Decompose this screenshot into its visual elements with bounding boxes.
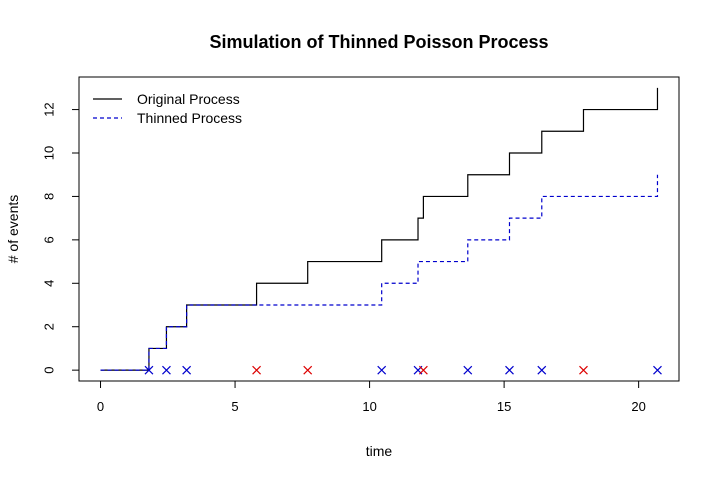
x-axis: 0 5 10 15 20 (97, 380, 646, 414)
event-marker (377, 365, 387, 375)
legend-label-1: Original Process (137, 91, 240, 107)
x-axis-label: time (366, 443, 393, 459)
event-marker (653, 365, 662, 375)
y-tick-label: 12 (42, 102, 57, 116)
event-marker (463, 365, 473, 375)
y-axis-label: # of events (5, 195, 21, 264)
event-marker (252, 365, 262, 375)
event-marker (579, 365, 588, 375)
event-marker (537, 365, 547, 375)
x-tick-label: 5 (231, 399, 238, 414)
y-axis: 0 2 4 6 8 10 12 (42, 102, 80, 374)
event-marker (162, 365, 171, 375)
y-tick-label: 4 (42, 280, 57, 287)
event-marker (144, 365, 154, 375)
series-line-1 (100, 87, 659, 371)
x-tick-label: 15 (497, 399, 511, 414)
marker-layer (144, 365, 662, 375)
y-tick-label: 0 (42, 367, 57, 374)
event-marker (182, 365, 192, 375)
event-marker (303, 365, 313, 375)
y-tick-label: 8 (42, 193, 57, 200)
x-tick-label: 0 (97, 399, 104, 414)
series-line-2 (100, 174, 659, 371)
y-tick-label: 6 (42, 236, 57, 243)
chart-title: Simulation of Thinned Poisson Process (209, 32, 548, 52)
event-marker (505, 365, 514, 375)
y-tick-label: 10 (42, 146, 57, 160)
x-tick-label: 20 (631, 399, 645, 414)
x-tick-label: 10 (362, 399, 376, 414)
series-layer (100, 87, 659, 371)
legend: Original Process Thinned Process (93, 91, 242, 126)
y-tick-label: 2 (42, 323, 57, 330)
legend-label-2: Thinned Process (137, 110, 242, 126)
event-marker (418, 365, 428, 375)
